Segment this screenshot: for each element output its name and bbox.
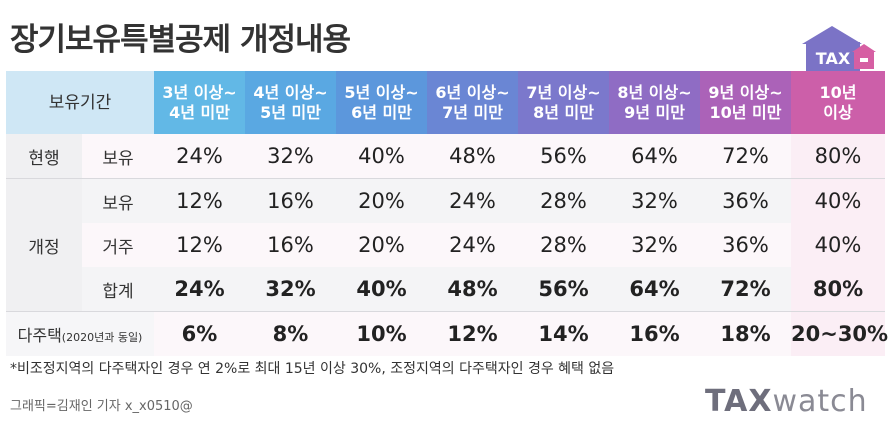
holding-period-label: 보유기간 — [6, 71, 154, 134]
period-line2: 8년 미만 — [533, 102, 594, 122]
period-line1: 4년 이상~ — [253, 82, 328, 102]
multi-home-label-note: (2020년과 동일) — [61, 331, 143, 344]
page-title: 장기보유특별공제 개정내용 — [10, 22, 351, 58]
rate-cell: 32% — [245, 267, 336, 312]
rate-cell: 10% — [336, 311, 427, 356]
brand-bold: TAX — [705, 384, 773, 419]
rate-cell: 56% — [518, 134, 609, 179]
header-period-6: 9년 이상~ 10년 미만 — [700, 71, 791, 134]
rate-cell: 48% — [427, 267, 518, 312]
rate-cell: 32% — [609, 178, 700, 223]
revised-row-label: 합계 — [82, 267, 154, 312]
period-line1: 7년 이상~ — [526, 82, 601, 102]
rate-cell: 16% — [245, 223, 336, 267]
graphic-credit: 그래픽=김재인 기자 x_x0510@ — [10, 399, 193, 414]
rate-cell: 16% — [609, 311, 700, 356]
header-row: 보유기간 3년 이상~ 4년 미만 4년 이상~ 5년 미만 5년 이상~ 6년 미만 6년… — [6, 71, 885, 134]
rate-cell: 40% — [336, 267, 427, 312]
rate-cell: 24% — [154, 134, 245, 179]
period-line2: 7년 미만 — [442, 102, 503, 122]
rate-cell: 28% — [518, 178, 609, 223]
rate-cell: 28% — [518, 223, 609, 267]
current-row: 현행 보유 24% 32% 40% 48% 56% 64% 72% 80% — [6, 134, 885, 179]
period-line2: 10년 미만 — [709, 102, 782, 122]
rate-cell: 12% — [154, 223, 245, 267]
rate-cell: 20~30% — [791, 311, 888, 356]
rate-cell: 72% — [700, 267, 791, 312]
period-line2: 5년 미만 — [260, 102, 321, 122]
rate-cell: 24% — [427, 178, 518, 223]
header-period-5: 8년 이상~ 9년 미만 — [609, 71, 700, 134]
rate-cell: 20% — [336, 178, 427, 223]
revised-holding-row: 개정 보유 12% 16% 20% 24% 28% 32% 36% 40% — [6, 178, 885, 312]
header-period-4: 7년 이상~ 8년 미만 — [518, 71, 609, 134]
period-line2: 9년 미만 — [624, 102, 685, 122]
period-line1: 5년 이상~ — [344, 82, 419, 102]
current-holding-label: 보유 — [82, 134, 154, 179]
rate-cell: 12% — [427, 311, 518, 356]
rate-cell: 72% — [700, 134, 791, 179]
period-line1: 6년 이상~ — [435, 82, 510, 102]
header-period-1: 4년 이상~ 5년 미만 — [245, 71, 336, 134]
rate-cell: 40% — [791, 178, 885, 223]
tax-house-logo-icon: TAX — [802, 26, 876, 72]
rate-cell: 14% — [518, 311, 609, 356]
rate-cell: 36% — [700, 223, 791, 267]
period-line1: 3년 이상~ — [162, 82, 237, 102]
period-line1: 10년 — [819, 82, 857, 102]
period-line2: 4년 미만 — [169, 102, 230, 122]
revised-total-row: 합계 24% 32% 40% 48% 56% 64% 72% 80% — [6, 267, 885, 312]
current-group-label: 현행 — [6, 134, 82, 179]
rate-cell: 24% — [427, 223, 518, 267]
rate-cell: 36% — [700, 178, 791, 223]
rate-cell: 48% — [427, 134, 518, 179]
rate-cell: 32% — [245, 134, 336, 179]
period-line2: 6년 미만 — [351, 102, 412, 122]
rate-cell: 32% — [609, 223, 700, 267]
rate-cell: 6% — [154, 311, 245, 356]
header-period-2: 5년 이상~ 6년 미만 — [336, 71, 427, 134]
footnote: *비조정지역의 다주택자인 경우 연 2%로 최대 15년 이상 30%, 조정… — [10, 361, 615, 377]
revised-group-label: 개정 — [6, 178, 82, 312]
taxwatch-logo: TAXwatch — [705, 384, 868, 419]
rate-cell: 80% — [791, 267, 885, 312]
brand-light: watch — [772, 384, 868, 419]
rate-cell: 20% — [336, 223, 427, 267]
rate-cell: 16% — [245, 178, 336, 223]
header-period-7: 10년 이상 — [791, 71, 885, 134]
rate-cell: 40% — [791, 223, 885, 267]
period-line1: 8년 이상~ — [617, 82, 692, 102]
multi-home-label-main: 다주택 — [17, 326, 62, 345]
period-line1: 9년 이상~ — [708, 82, 783, 102]
rate-cell: 40% — [336, 134, 427, 179]
rate-cell: 64% — [609, 267, 700, 312]
rate-cell: 8% — [245, 311, 336, 356]
rate-cell: 18% — [700, 311, 791, 356]
rate-cell: 24% — [154, 267, 245, 312]
deduction-table: 보유기간 3년 이상~ 4년 미만 4년 이상~ 5년 미만 5년 이상~ 6년 미만 6년… — [6, 71, 888, 356]
revised-row-label: 보유 — [82, 178, 154, 223]
revised-residence-row: 거주 12% 16% 20% 24% 28% 32% 36% 40% — [6, 223, 885, 267]
header-period-0: 3년 이상~ 4년 미만 — [154, 71, 245, 134]
multi-home-label: 다주택(2020년과 동일) — [6, 311, 154, 356]
header-period-3: 6년 이상~ 7년 미만 — [427, 71, 518, 134]
multi-home-row: 다주택(2020년과 동일) 6% 8% 10% 12% 14% 16% 18% 20~30% — [6, 311, 888, 356]
revised-row-label: 거주 — [82, 223, 154, 267]
rate-cell: 64% — [609, 134, 700, 179]
rate-cell: 80% — [791, 134, 885, 179]
period-line2: 이상 — [823, 102, 853, 122]
svg-text:TAX: TAX — [816, 49, 851, 68]
rate-cell: 12% — [154, 178, 245, 223]
rate-cell: 56% — [518, 267, 609, 312]
